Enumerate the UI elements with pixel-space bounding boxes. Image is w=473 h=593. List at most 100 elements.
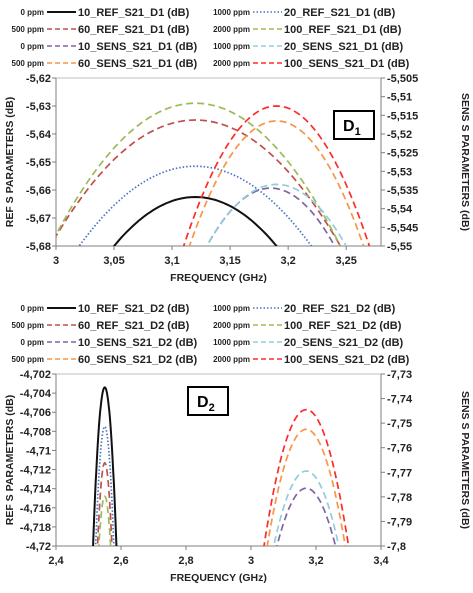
series-line [56, 102, 342, 246]
x-tick-label: 3,25 [335, 255, 356, 267]
y-right-axis-title: SENS S PARAMETERS (dB) [459, 93, 471, 231]
y-left-tick-label: -4,702 [20, 369, 51, 381]
legend-entry: 20_REF_S21_D1 (dB) [284, 7, 396, 19]
legend-entry: 100_REF_S21_D1 (dB) [284, 24, 402, 36]
x-tick-label: 3 [53, 255, 59, 267]
panel-label-box [333, 110, 375, 140]
legend-ppm: 0 ppm [20, 42, 44, 51]
panel-label-subscript: 2 [209, 402, 215, 414]
legend-ppm: 2000 ppm [213, 59, 250, 68]
series-line [56, 119, 342, 246]
legend-entry: 10_SENS_S21_D1 (dB) [78, 41, 198, 53]
y-right-tick-label: -5,52 [387, 129, 412, 141]
series-line [272, 470, 340, 546]
y-right-tick-label: -7,8 [387, 541, 406, 553]
legend-ppm: 500 ppm [12, 59, 44, 68]
x-axis-title: FREQUENCY (GHz) [170, 272, 267, 284]
legend-entry: 100_REF_S21_D2 (dB) [284, 320, 402, 332]
y-right-tick-label: -7,73 [387, 369, 412, 381]
legend-ppm: 1000 ppm [213, 8, 250, 17]
y-left-tick-label: -5,63 [26, 101, 51, 113]
y-right-tick-label: -7,77 [387, 467, 412, 479]
y-left-tick-label: -5,67 [26, 213, 51, 225]
y-right-tick-label: -5,505 [387, 73, 418, 85]
y-right-tick-label: -5,51 [387, 92, 412, 104]
plot-area [55, 77, 382, 247]
legend-ppm: 1000 ppm [213, 42, 250, 51]
y-right-tick-label: -5,53 [387, 166, 412, 178]
y-left-tick-label: -4,714 [20, 484, 52, 496]
y-right-tick-label: -7,78 [387, 492, 412, 504]
legend-ppm: 0 ppm [20, 8, 44, 17]
legend-ppm: 500 ppm [12, 355, 44, 364]
y-left-tick-label: -5,68 [26, 241, 51, 253]
y-left-tick-label: -4,708 [20, 426, 51, 438]
y-left-tick-label: -5,66 [26, 185, 51, 197]
x-tick-label: 3,2 [280, 255, 295, 267]
y-left-tick-label: -4,716 [20, 503, 51, 515]
legend-entry: 60_REF_S21_D2 (dB) [78, 320, 190, 332]
chart-panel-d1: 0 ppm 10_REF_S21_D1 (dB) 1000 ppm 20_REF_S2… [4, 7, 471, 284]
y-right-tick-label: -5,525 [387, 148, 418, 160]
x-tick-label: 3,15 [219, 255, 240, 267]
series-line [205, 183, 348, 246]
y-right-tick-label: -5,515 [387, 110, 418, 122]
y-left-tick-label: -4,712 [20, 465, 51, 477]
series-line [188, 120, 365, 246]
y-left-tick-label: -4,71 [26, 445, 51, 457]
legend-entry: 100_SENS_S21_D2 (dB) [284, 354, 410, 366]
series-line [276, 487, 337, 546]
panel-label-main: D [343, 118, 355, 135]
x-tick-label: 3,2 [308, 555, 323, 567]
legend-entry: 20_REF_S21_D2 (dB) [284, 303, 396, 315]
x-tick-label: 3 [248, 555, 254, 567]
legend-entry: 60_SENS_S21_D1 (dB) [78, 58, 198, 70]
legend-entry: 20_SENS_S21_D1 (dB) [284, 41, 404, 53]
panel-label-main: D [197, 394, 209, 411]
y-left-tick-label: -4,718 [20, 522, 51, 534]
series-line [266, 428, 347, 546]
panel-label: D2 [197, 394, 215, 414]
x-tick-label: 2,4 [48, 555, 64, 567]
legend-entry: 10_REF_S21_D2 (dB) [78, 303, 190, 315]
series-line [98, 495, 112, 546]
series-line [96, 461, 113, 546]
x-tick-label: 2,6 [113, 555, 128, 567]
legend-ppm: 500 ppm [12, 321, 44, 330]
y-right-tick-label: -7,74 [387, 394, 413, 406]
panel-label-subscript: 1 [355, 126, 361, 138]
series-line [112, 195, 278, 246]
y-right-tick-label: -5,54 [387, 204, 413, 216]
series-line [78, 165, 313, 246]
legend-ppm: 2000 ppm [213, 25, 250, 34]
y-right-tick-label: -5,55 [387, 241, 412, 253]
legend-ppm: 1000 ppm [213, 304, 250, 313]
chart-panel-d2: 0 ppm 10_REF_S21_D2 (dB) 1000 ppm 20_REF_S2… [4, 303, 471, 584]
y-left-axis-title: REF S PARAMETERS (dB) [4, 97, 16, 227]
legend-ppm: 2000 ppm [213, 321, 250, 330]
legend-entry: 60_REF_S21_D1 (dB) [78, 24, 190, 36]
y-right-tick-label: -7,75 [387, 418, 412, 430]
y-left-tick-label: -4,704 [20, 388, 52, 400]
y-left-axis-title: REF S PARAMETERS (dB) [4, 395, 16, 525]
x-tick-label: 3,4 [373, 555, 389, 567]
legend-entry: 10_REF_S21_D1 (dB) [78, 7, 190, 19]
y-right-axis-title: SENS S PARAMETERS (dB) [459, 391, 471, 529]
y-right-tick-label: -5,545 [387, 222, 418, 234]
panel-label: D1 [343, 118, 361, 138]
series-line [92, 386, 118, 546]
legend-entry: 60_SENS_S21_D2 (dB) [78, 354, 198, 366]
legend-ppm: 500 ppm [12, 25, 44, 34]
legend-ppm: 2000 ppm [213, 355, 250, 364]
x-tick-label: 3,05 [103, 255, 124, 267]
y-left-tick-label: -4,706 [20, 407, 51, 419]
legend-entry: 10_SENS_S21_D2 (dB) [78, 337, 198, 349]
panel-label-box [187, 386, 229, 416]
legend-ppm: 0 ppm [20, 338, 44, 347]
y-left-tick-label: -5,62 [26, 73, 51, 85]
legend-entry: 100_SENS_S21_D1 (dB) [284, 58, 410, 70]
legend-ppm: 0 ppm [20, 304, 44, 313]
y-left-tick-label: -4,72 [26, 541, 51, 553]
y-right-tick-label: -7,79 [387, 516, 412, 528]
